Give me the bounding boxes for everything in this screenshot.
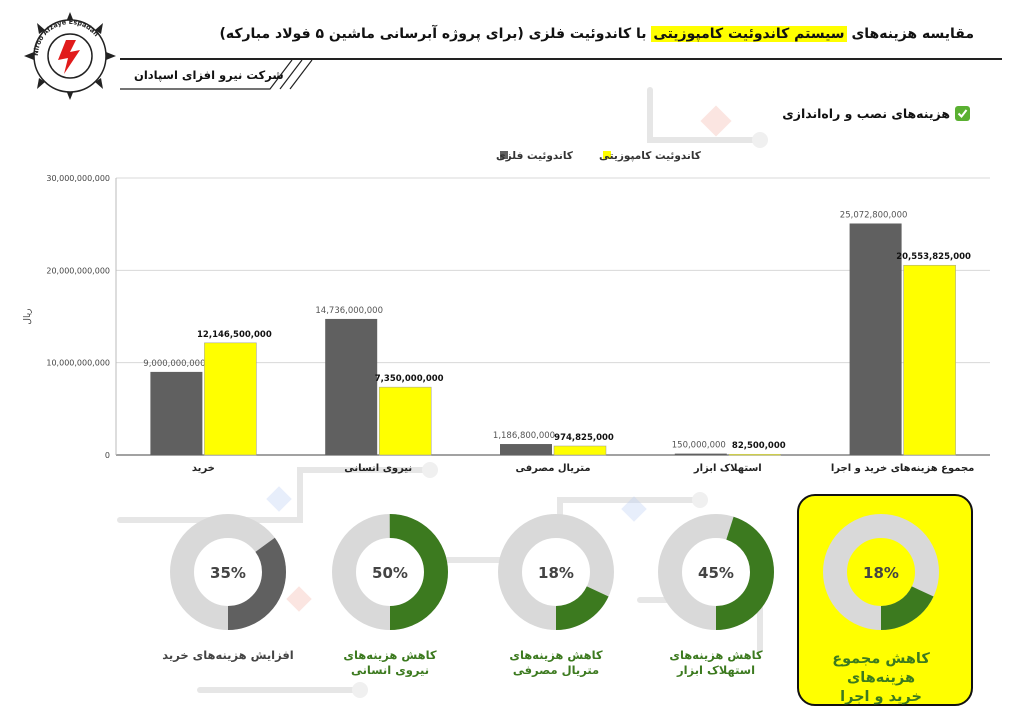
data-label: 25,072,800,000 xyxy=(840,210,908,220)
donut-caption-line: کاهش مجموع هزینه‌های xyxy=(832,651,930,686)
donut-chart: 50% xyxy=(332,514,448,630)
bar xyxy=(204,342,257,456)
donut-segment xyxy=(658,514,774,630)
x-tick-label: خرید xyxy=(192,463,215,474)
data-label: 1,186,800,000 xyxy=(493,431,555,441)
bar xyxy=(150,371,203,455)
donut-caption-line: استهلاک ابزار xyxy=(676,663,756,677)
donut-caption-line: کاهش هزینه‌های xyxy=(669,648,763,662)
donut-caption: کاهش هزینه‌های استهلاک ابزار xyxy=(646,648,786,678)
donut-total: 18% کاهش مجموع هزینه‌های خرید و اجرا xyxy=(811,500,951,705)
legend-swatch xyxy=(603,151,611,159)
data-label: 82,500,000 xyxy=(732,441,786,451)
section-title: هزینه‌های نصب و راه‌اندازی xyxy=(782,106,970,121)
donut-caption: کاهش مجموع هزینه‌های خرید و اجرا xyxy=(811,650,951,707)
donut-caption: کاهش هزینه‌های متریال مصرفی xyxy=(486,648,626,678)
x-tick-label: مجموع هزینه‌های خرید و اجرا xyxy=(831,463,975,474)
bar xyxy=(378,386,432,456)
x-tick-label: متریال مصرفی xyxy=(515,463,590,474)
donut-percent: 18% xyxy=(863,564,899,582)
donut-segment xyxy=(823,514,939,630)
donut-chart: 18% xyxy=(823,514,939,630)
company-name: شرکت نیرو افزای اسپادان xyxy=(134,68,284,82)
donut-caption-line: کاهش هزینه‌های xyxy=(343,648,437,662)
data-label: 12,146,500,000 xyxy=(197,330,272,340)
donut-caption: کاهش هزینه‌های نیروی انسانی xyxy=(320,648,460,678)
bar xyxy=(903,264,956,456)
donut-percent: 35% xyxy=(210,564,246,582)
data-label: 150,000,000 xyxy=(672,441,726,451)
data-label: 14,736,000,000 xyxy=(315,306,383,316)
y-tick-label: 30,000,000,000 xyxy=(46,174,110,183)
donut-caption-line: نیروی انسانی xyxy=(350,663,430,677)
bar xyxy=(325,318,378,455)
donut-caption-line: افزایش هزینه‌های خرید xyxy=(162,648,294,662)
page-title: مقایسه هزینه‌های سیستم کاندوئیت کامپوزیت… xyxy=(219,26,974,42)
data-label: 974,825,000 xyxy=(554,433,614,443)
bar xyxy=(728,453,782,456)
donut-chart: 18% xyxy=(498,514,614,630)
company-logo: Niroo Afzaye Espadan xyxy=(24,12,116,100)
check-icon xyxy=(955,106,970,121)
y-tick-label: 0 xyxy=(105,451,110,460)
donut-labor: 50% کاهش هزینه‌های نیروی انسانی xyxy=(320,500,460,700)
data-label: 20,553,825,000 xyxy=(896,252,971,262)
bar-chart: 0 10,000,000,000 20,000,000,000 30,000,000,… xyxy=(23,150,990,474)
donut-tool-depreciation: 45% کاهش هزینه‌های استهلاک ابزار xyxy=(646,500,786,700)
title-highlight: سیستم کاندوئیت کامپوزیتی xyxy=(651,26,847,42)
donut-caption-line: کاهش هزینه‌های xyxy=(509,648,603,662)
header-divider xyxy=(120,58,1002,60)
donut-segment xyxy=(498,514,614,630)
data-label: 7,350,000,000 xyxy=(375,374,444,384)
donut-percent: 18% xyxy=(538,564,574,582)
donut-purchase: 35% افزایش هزینه‌های خرید xyxy=(158,500,298,700)
bar xyxy=(674,453,727,455)
donut-caption-line: خرید و اجرا xyxy=(840,689,922,705)
donut-material: 18% کاهش هزینه‌های متریال مصرفی xyxy=(486,500,626,700)
bar xyxy=(553,445,607,456)
section-title-text: هزینه‌های نصب و راه‌اندازی xyxy=(782,106,950,121)
bar xyxy=(500,444,552,455)
donut-chart: 35% xyxy=(170,514,286,630)
y-tick-label: 20,000,000,000 xyxy=(46,266,110,275)
donut-segment xyxy=(170,514,286,630)
y-axis-label: ریال xyxy=(23,308,33,324)
y-tick-label: 10,000,000,000 xyxy=(46,359,110,368)
x-tick-label: استهلاک ابزار xyxy=(693,463,762,474)
company-name-frame xyxy=(120,60,313,90)
legend-swatch xyxy=(500,151,508,159)
donut-chart: 45% xyxy=(658,514,774,630)
donut-segment xyxy=(332,514,448,630)
donut-percent: 50% xyxy=(372,564,408,582)
legend-entry: کاندوئیت کامپوزیتی xyxy=(599,150,702,162)
donut-caption-line: متریال مصرفی xyxy=(512,663,600,677)
bar xyxy=(849,223,902,455)
donut-caption: افزایش هزینه‌های خرید xyxy=(158,648,298,663)
data-label: 9,000,000,000 xyxy=(143,359,205,369)
x-tick-label: نیروی انسانی xyxy=(344,463,412,474)
legend-entry: کاندوئیت فلزی xyxy=(496,150,574,162)
donut-percent: 45% xyxy=(698,564,734,582)
